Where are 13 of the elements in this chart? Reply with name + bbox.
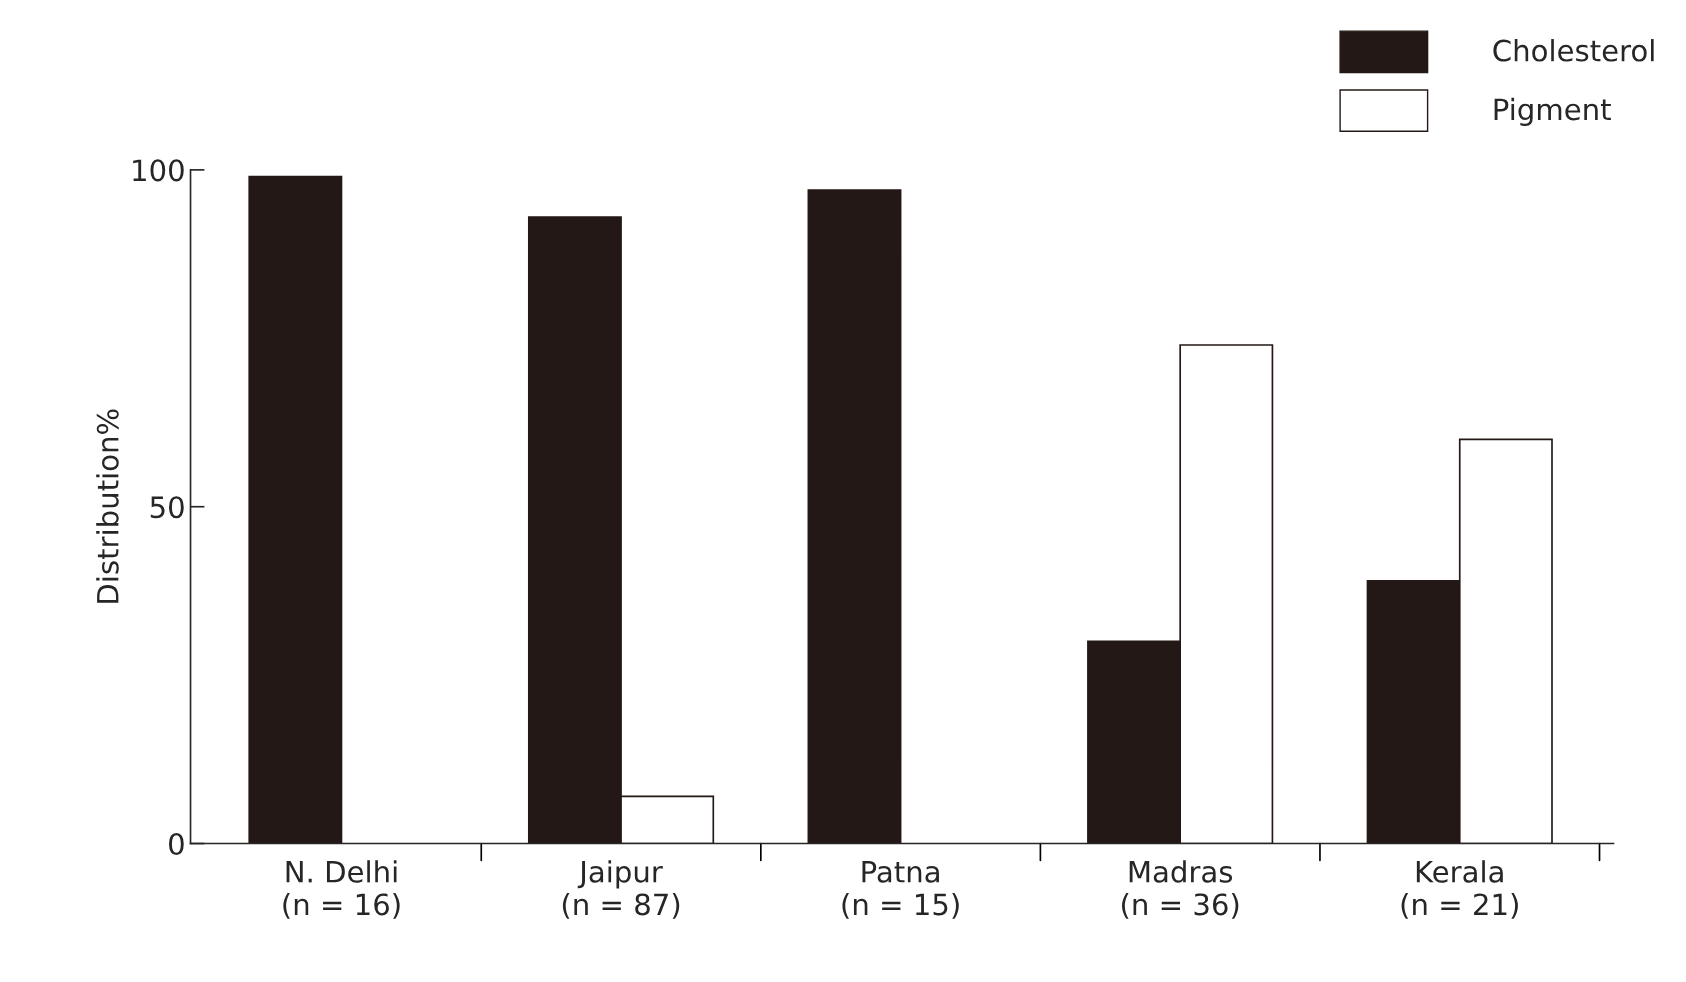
y-tick-label: 100 xyxy=(133,159,184,182)
y-tick-label: 50 xyxy=(150,496,184,519)
x-tick-label: Madras (n = 36) xyxy=(1122,860,1239,919)
x-tick-label: Patna (n = 15) xyxy=(842,861,959,919)
x-tick-label: N. Delhi (n = 16) xyxy=(283,860,400,919)
legend-label: Cholesterol xyxy=(1493,39,1654,62)
y-tick-label: 0 xyxy=(169,832,184,856)
x-tick-label: Kerala (n = 21) xyxy=(1401,860,1518,919)
bar xyxy=(248,175,343,844)
x-tick-label: Jaipur (n = 87) xyxy=(562,860,680,919)
bar xyxy=(807,189,902,844)
y-axis-title: Distribution% xyxy=(96,409,119,603)
legend-label: Pigment xyxy=(1494,97,1611,127)
